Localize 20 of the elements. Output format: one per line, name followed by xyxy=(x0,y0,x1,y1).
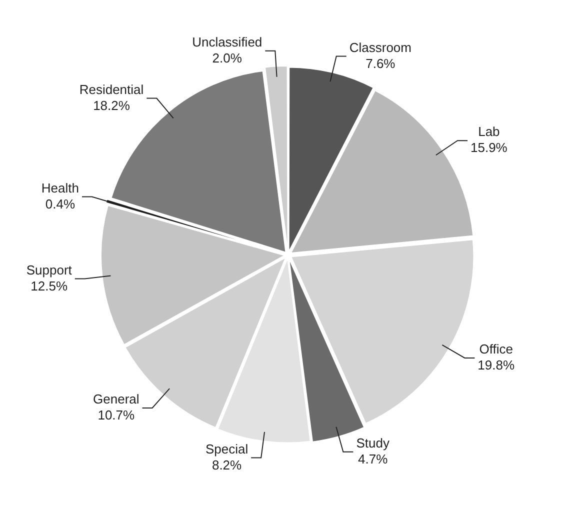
slice-label: Study xyxy=(356,435,390,450)
data-label: 4.7% xyxy=(358,451,388,466)
slice-label: General xyxy=(93,392,140,407)
slice-label: Special xyxy=(205,441,248,456)
slice-label: Unclassified xyxy=(192,34,262,50)
data-label: 12.5% xyxy=(30,278,68,294)
data-label: 7.6% xyxy=(366,56,396,71)
slice-label: Residential xyxy=(79,82,144,97)
data-label: 8.2% xyxy=(212,457,242,472)
data-label: 2.0% xyxy=(212,50,242,66)
data-label: 18.2% xyxy=(93,98,130,113)
slice-label: Classroom xyxy=(349,40,412,55)
data-label: 15.9% xyxy=(470,140,508,156)
data-label: 19.8% xyxy=(478,358,515,373)
data-label: 0.4% xyxy=(45,196,76,212)
slice-label: Lab xyxy=(478,124,500,140)
slice-label: Support xyxy=(26,262,72,278)
data-label: 10.7% xyxy=(98,408,136,423)
slice-label: Health xyxy=(41,180,79,196)
slice-label: Office xyxy=(479,342,513,357)
